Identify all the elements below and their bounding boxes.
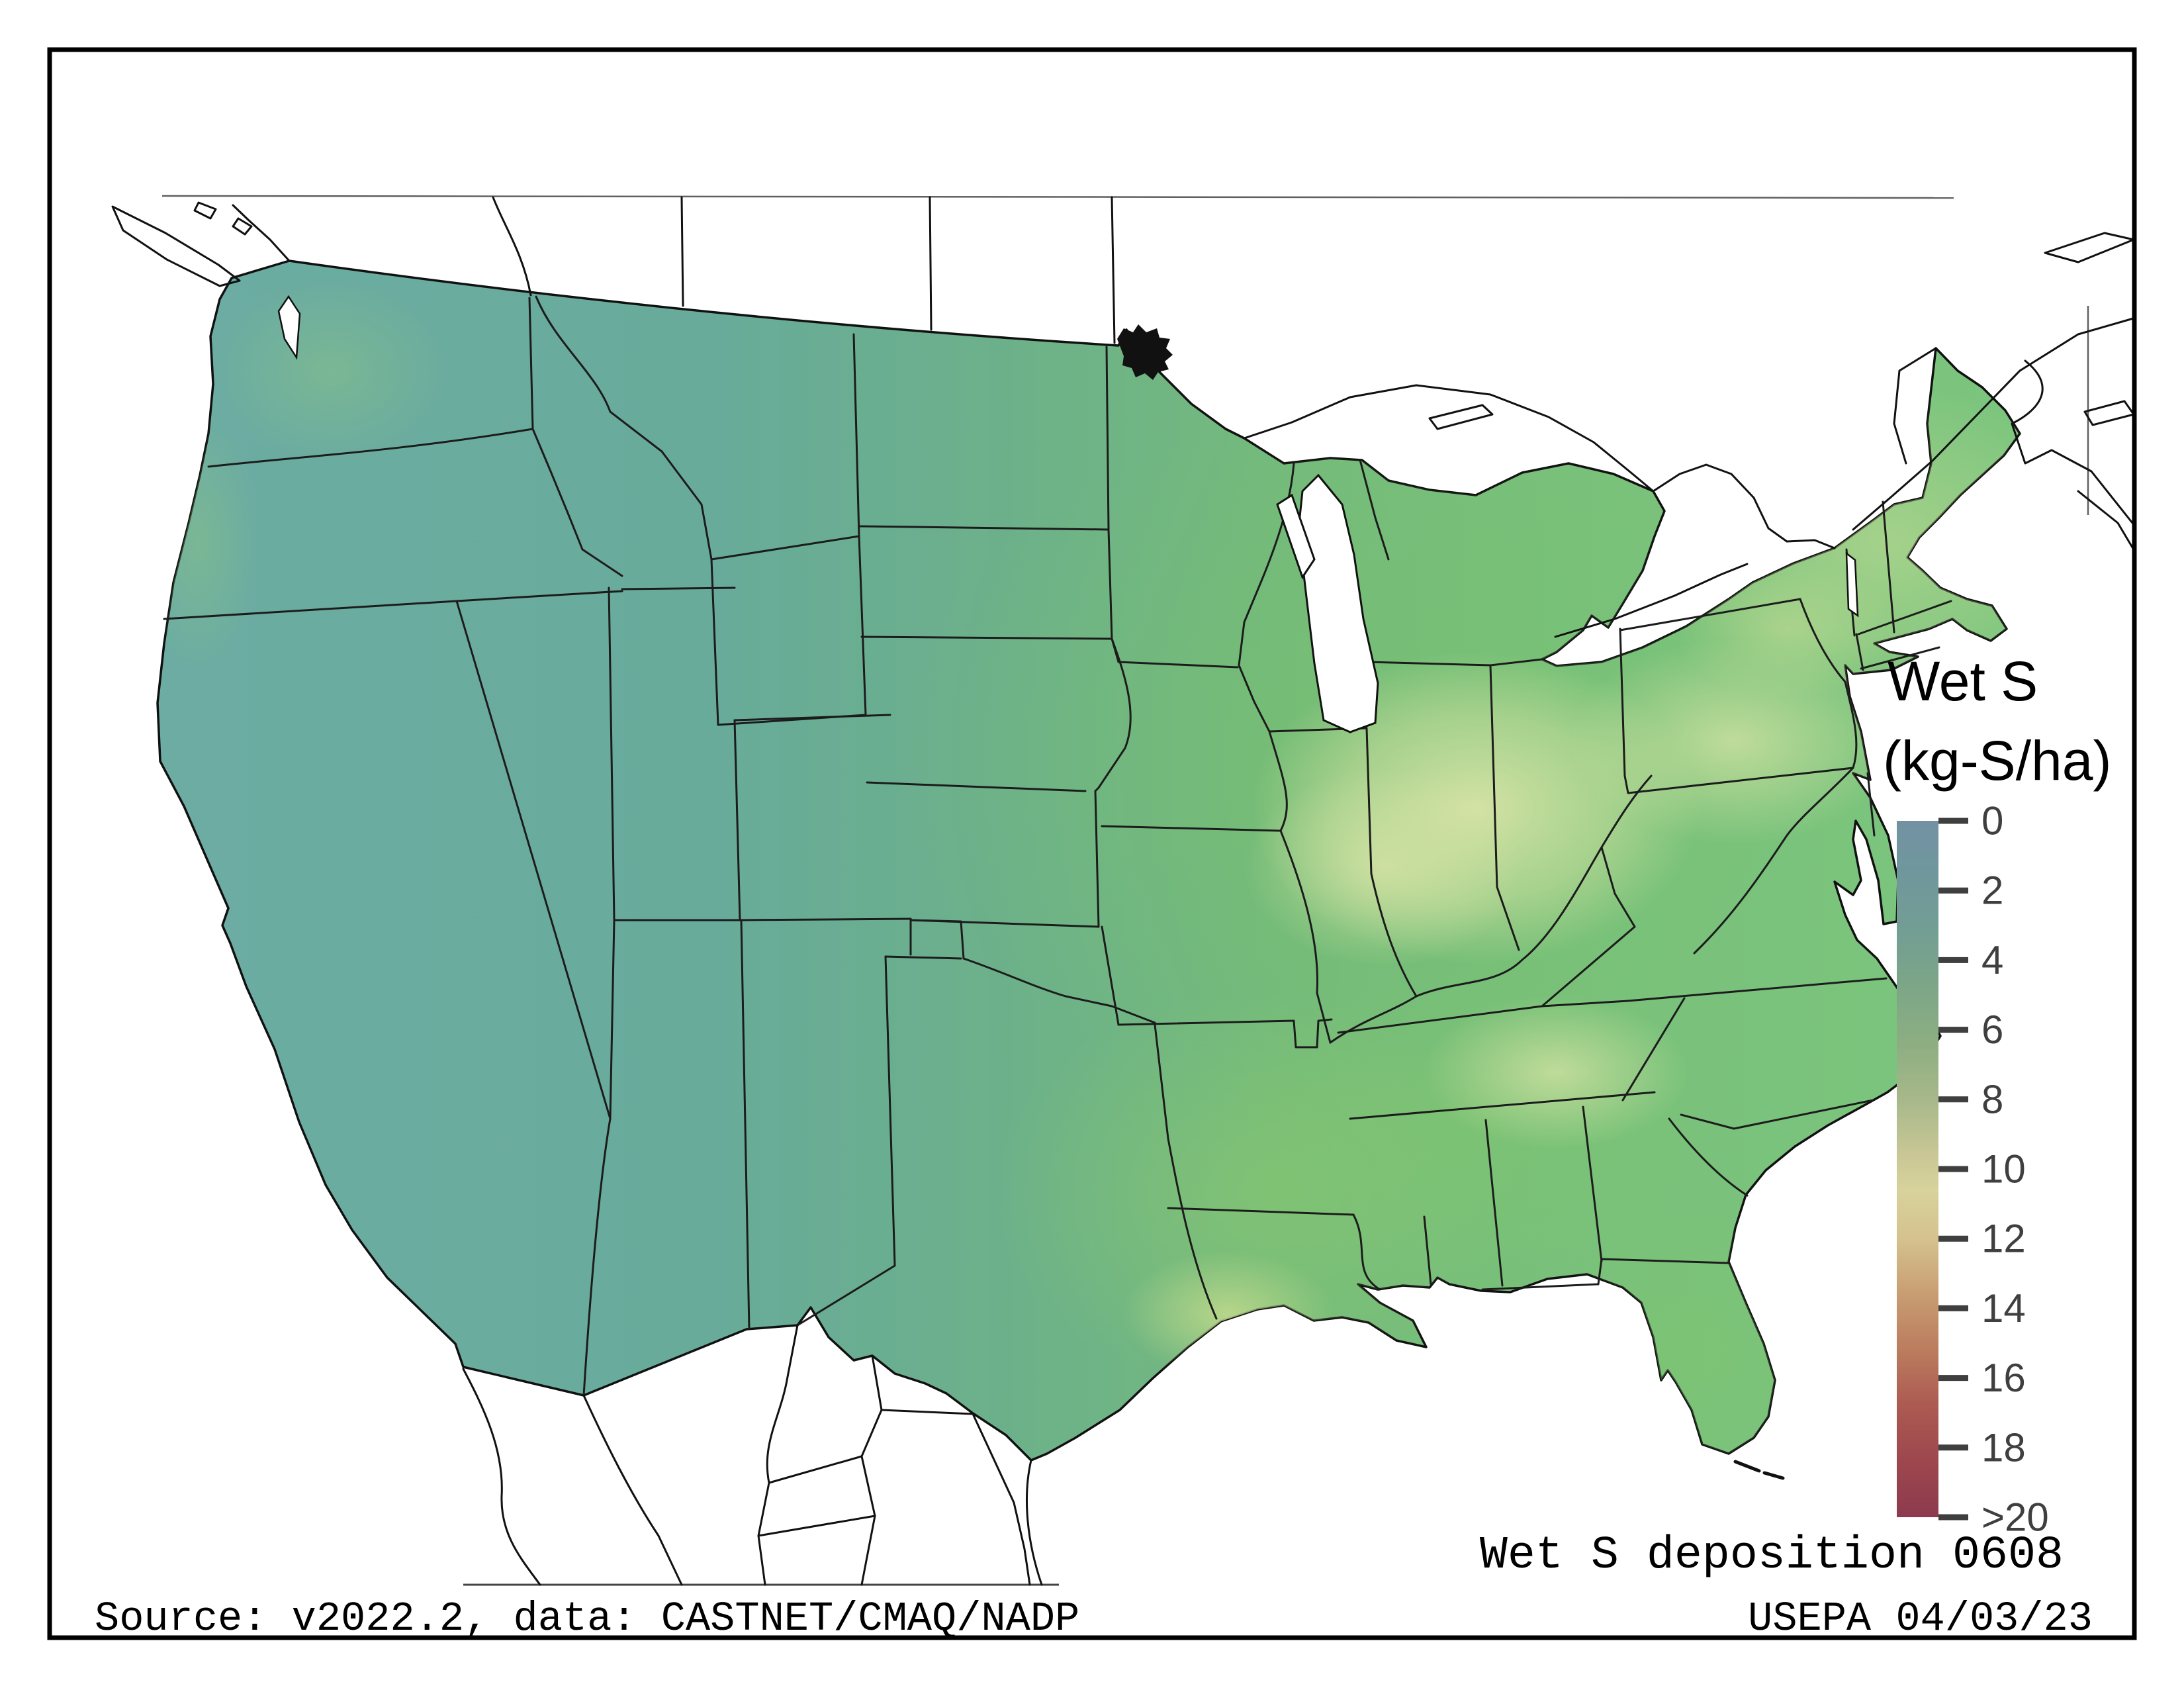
map-title-label: Wet S deposition 0608 <box>1480 1530 2064 1582</box>
legend-title-line2: (kg-S/ha) <box>1883 729 2111 792</box>
state-borders <box>163 295 1952 1397</box>
lake-of-the-woods-islands <box>1117 324 1173 380</box>
tick-label-14: 14 <box>1981 1286 2026 1331</box>
mexico-outline <box>462 1324 1043 1586</box>
colorbar-ticks <box>1938 818 1968 1521</box>
tick-label-12: 12 <box>1981 1217 2026 1261</box>
tick-label-4: 4 <box>1981 938 2003 982</box>
tick-label-2: 2 <box>1981 868 2003 913</box>
puget-sound <box>277 295 301 360</box>
figure-frame <box>47 47 2137 1640</box>
tick-label-20: >20 <box>1981 1495 2049 1540</box>
florida-keys <box>1733 1460 1785 1480</box>
tick-label-18: 18 <box>1981 1425 2026 1470</box>
great-lakes <box>1276 473 1859 733</box>
source-label: Source: v2022.2, data: CASTNET/CMAQ/NADP <box>95 1595 1079 1642</box>
canada-outline <box>111 196 2136 638</box>
tick-label-10: 10 <box>1981 1147 2026 1192</box>
tick-label-6: 6 <box>1981 1008 2003 1052</box>
legend: Wet S (kg-S/ha) 0 2 4 6 8 10 12 14 16 <box>1883 650 2111 1540</box>
tick-label-16: 16 <box>1981 1356 2026 1400</box>
colorbar <box>1897 821 1938 1517</box>
colorbar-tick-labels: 0 2 4 6 8 10 12 14 16 18 >20 <box>1981 799 2049 1540</box>
tick-label-8: 8 <box>1981 1077 2003 1121</box>
legend-title-line1: Wet S <box>1888 650 2038 712</box>
agency-date-label: USEPA 04/03/23 <box>1748 1595 2093 1642</box>
lake-champlain <box>1845 551 1859 618</box>
tick-label-0: 0 <box>1981 799 2003 843</box>
